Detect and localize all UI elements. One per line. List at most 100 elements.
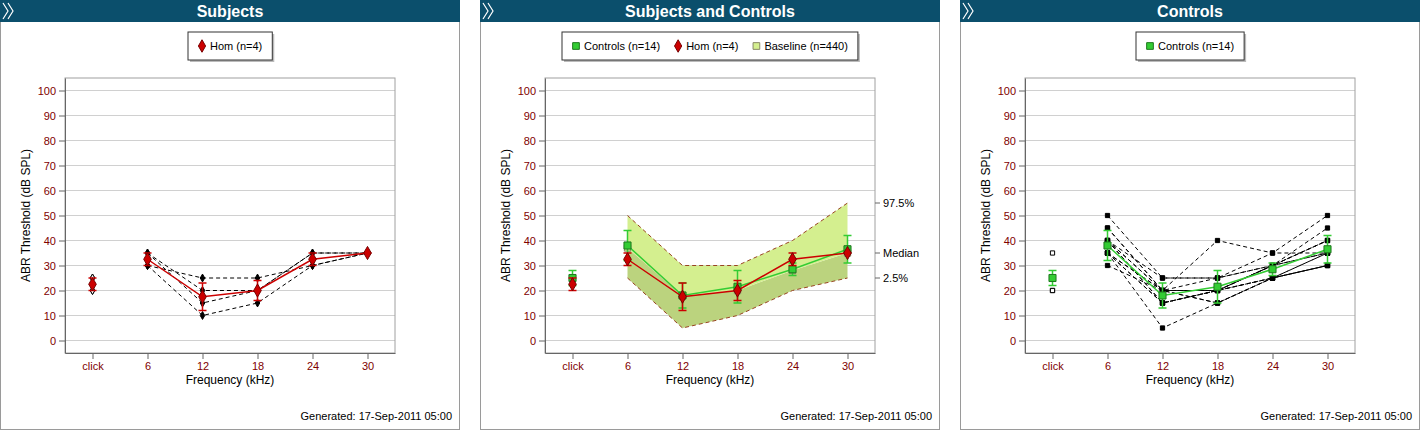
error-bar	[144, 253, 152, 266]
plot-frame	[545, 78, 875, 353]
y-tick: 100	[518, 85, 545, 97]
error-bar	[254, 281, 262, 301]
subject-marker	[1270, 251, 1274, 255]
y-tick: 30	[1004, 260, 1025, 272]
grid-line	[65, 240, 395, 241]
error-bar	[199, 283, 207, 311]
y-tick-label: 80	[44, 135, 56, 147]
y-tick-mark	[59, 166, 65, 167]
x-tick-label: 12	[677, 360, 689, 372]
mean-marker	[734, 284, 742, 297]
subject-line	[1108, 216, 1328, 279]
y-tick: 60	[524, 185, 545, 197]
subject-marker	[1270, 276, 1274, 280]
mean-marker	[309, 253, 317, 266]
subject-marker	[1160, 326, 1164, 330]
x-tick-label: 18	[252, 360, 264, 372]
legend-label: Hom (n=4)	[686, 40, 738, 52]
y-tick: 30	[524, 260, 545, 272]
y-tick-label: 90	[524, 110, 536, 122]
y-tick-mark	[1019, 291, 1025, 292]
series	[1050, 226, 1329, 293]
x-tick-mark	[203, 353, 204, 359]
y-axis: 0102030405060708090100	[518, 79, 546, 354]
x-tick-mark	[1218, 353, 1219, 359]
x-axis: click612182430	[546, 353, 876, 372]
x-tick: 6	[145, 353, 151, 372]
grid-line	[65, 265, 395, 266]
y-axis-line	[545, 79, 546, 354]
y-tick: 60	[44, 185, 65, 197]
y-tick-mark	[539, 341, 545, 342]
x-tick: 6	[1105, 353, 1111, 372]
plot-area	[569, 203, 852, 328]
x-axis-title: Frequency (kHz)	[1146, 373, 1235, 387]
x-tick-label: 12	[197, 360, 209, 372]
legend-marker	[573, 43, 580, 50]
y-tick: 90	[44, 110, 65, 122]
y-tick: 100	[38, 85, 65, 97]
legend-label: Controls (n=14)	[1158, 40, 1234, 52]
grid	[1025, 91, 1355, 341]
series	[1050, 238, 1329, 305]
series	[1050, 238, 1329, 292]
x-tick-label: 18	[732, 360, 744, 372]
percentile-tick	[875, 253, 880, 254]
y-axis-title: ABR Threshold (dB SPL)	[19, 149, 33, 282]
error-bar	[1104, 231, 1112, 261]
y-tick-label: 30	[44, 260, 56, 272]
y-tick-label: 60	[44, 185, 56, 197]
y-tick-mark	[1019, 241, 1025, 242]
y-tick: 40	[524, 235, 545, 247]
y-tick-mark	[59, 141, 65, 142]
y-tick-mark	[59, 191, 65, 192]
grid-line	[1025, 265, 1355, 266]
legend-box	[188, 32, 272, 60]
page: Subjects0102030405060708090100click61218…	[0, 0, 1420, 430]
mean-marker	[679, 290, 687, 303]
subject-line	[1108, 241, 1328, 291]
panel: Subjects0102030405060708090100click61218…	[0, 0, 460, 430]
y-tick: 0	[1010, 335, 1025, 347]
mean-marker	[199, 290, 207, 303]
y-tick-label: 90	[44, 110, 56, 122]
x-tick: 24	[787, 353, 799, 372]
x-tick-label: 24	[307, 360, 319, 372]
x-tick: 30	[362, 353, 374, 372]
y-tick: 40	[1004, 235, 1025, 247]
error-bar	[734, 281, 742, 301]
y-tick: 30	[44, 260, 65, 272]
y-tick-label: 10	[44, 310, 56, 322]
y-tick: 100	[998, 85, 1025, 97]
subject-line	[148, 253, 368, 316]
y-tick-mark	[59, 241, 65, 242]
grid-line	[545, 190, 875, 191]
series	[90, 249, 370, 294]
subject-marker	[1105, 213, 1109, 217]
legend-marker	[1147, 43, 1154, 50]
y-tick: 10	[1004, 310, 1025, 322]
plot-frame	[65, 78, 395, 353]
y-axis-title: ABR Threshold (dB SPL)	[979, 149, 993, 282]
y-tick-label: 100	[998, 85, 1016, 97]
panel-header	[960, 0, 1420, 22]
subject-marker	[1270, 251, 1274, 255]
x-tick: 12	[1157, 353, 1169, 372]
series	[569, 231, 852, 309]
y-tick-label: 70	[1004, 160, 1016, 172]
y-tick-mark	[59, 316, 65, 317]
subject-marker	[1105, 226, 1109, 230]
y-tick-label: 80	[1004, 135, 1016, 147]
error-bar	[789, 253, 797, 266]
mean-marker	[89, 278, 97, 291]
grid-line	[1025, 140, 1355, 141]
error-bar	[1324, 236, 1332, 264]
y-tick-mark	[1019, 316, 1025, 317]
mean-marker	[569, 278, 577, 291]
x-axis: click612182430	[1026, 353, 1356, 372]
x-tick-label: 6	[625, 360, 631, 372]
title: Subjects	[197, 3, 264, 20]
y-tick: 50	[44, 210, 65, 222]
grid-line	[545, 90, 875, 91]
grid-line	[1025, 340, 1355, 341]
